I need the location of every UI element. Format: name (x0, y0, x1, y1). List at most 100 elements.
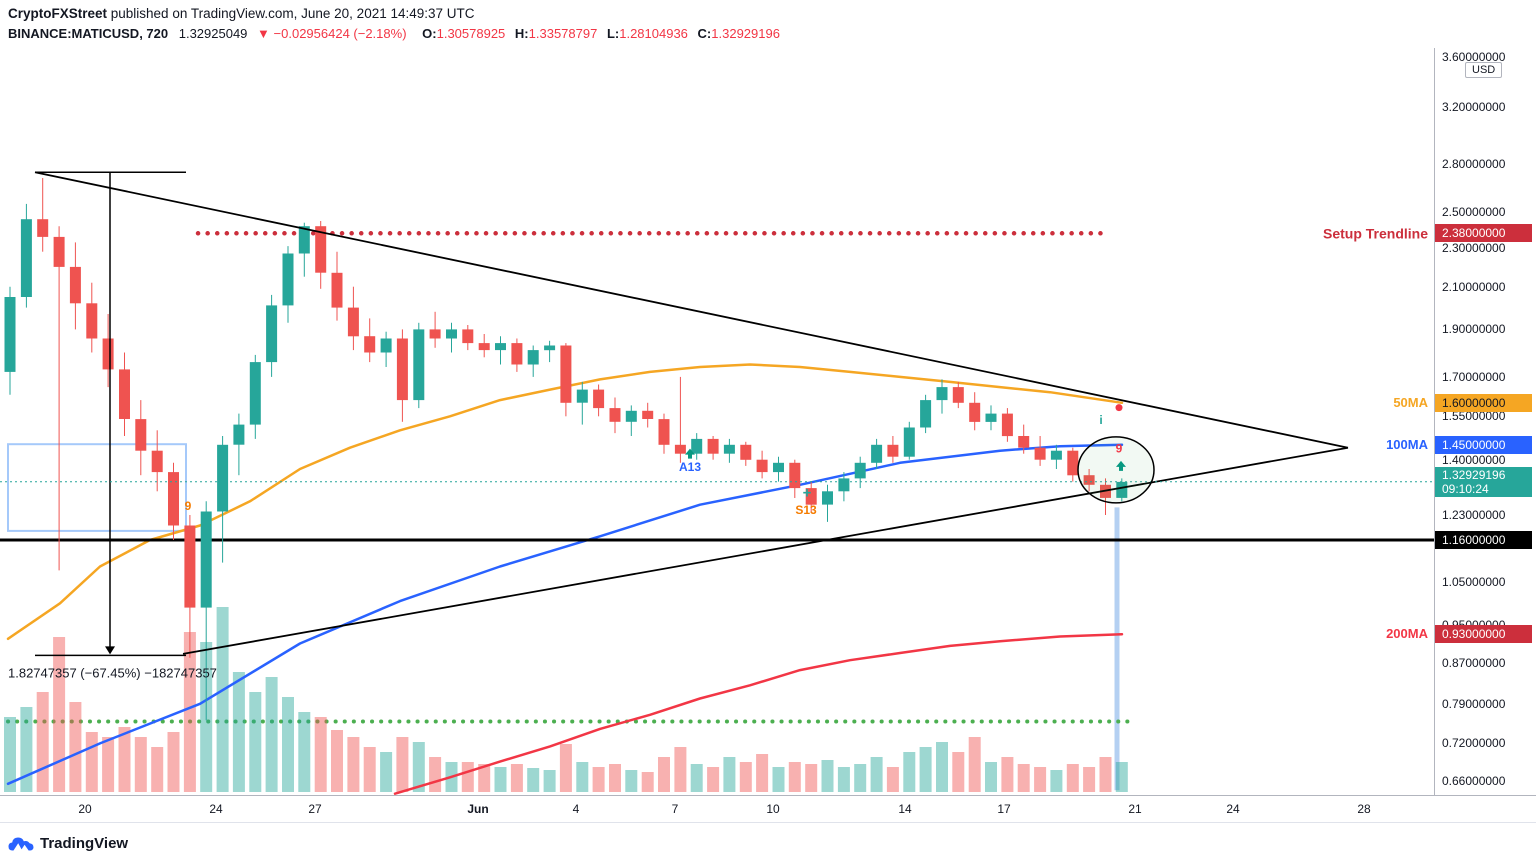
price-tick: 0.87000000 (1442, 656, 1506, 670)
measure-arrowhead-icon (105, 646, 115, 655)
candle-body (511, 343, 523, 365)
tradingview-brand[interactable]: TradingView (40, 835, 129, 852)
price-axis[interactable]: USD 3.60000000 3.20000000 2.80000000 2.50000… (1434, 48, 1536, 822)
price-tick: 1.55000000 (1442, 409, 1506, 423)
price-tick: 2.50000000 (1442, 205, 1506, 219)
close-value: 1.32929196 (711, 26, 780, 41)
candle-body (674, 444, 686, 454)
candle-body (298, 226, 310, 254)
candle-body (642, 410, 654, 419)
volume-bar (461, 762, 474, 792)
ascending-trendline[interactable] (182, 446, 1349, 655)
candle-body (200, 511, 212, 608)
time-tick: 10 (766, 802, 780, 816)
volume-bar (265, 677, 278, 792)
candle-body (495, 343, 506, 351)
volume-bar (282, 697, 294, 792)
time-axis[interactable]: 20 24 27 Jun 4 7 10 14 17 21 24 28 (0, 795, 1536, 822)
volume-bar (363, 747, 376, 792)
candle-body (1067, 450, 1079, 476)
volume-bar (854, 764, 867, 792)
candle-body (217, 444, 229, 512)
candle-body (936, 387, 948, 401)
candle-body (1083, 475, 1095, 485)
price-tick: 1.23000000 (1442, 508, 1506, 522)
time-tick: 21 (1128, 802, 1142, 816)
volume-bar (625, 770, 638, 792)
price-tick: 1.70000000 (1442, 370, 1506, 384)
time-tick: 4 (572, 802, 580, 816)
candle-body (805, 488, 817, 505)
candle-body (773, 462, 784, 473)
volume-bar (968, 737, 981, 792)
volume-bar (347, 737, 360, 792)
price-chart[interactable]: Setup Trendline 50MA 100MA 200MA 1.82747357 … (0, 48, 1434, 795)
candle-body (184, 525, 196, 608)
50ma-label: 50MA (1393, 395, 1428, 410)
volume-bar (118, 727, 131, 792)
candle-body (560, 345, 572, 403)
candle-body (282, 253, 294, 306)
volume-bar (985, 762, 997, 792)
volume-bar (1099, 757, 1112, 792)
200ma-line[interactable] (393, 632, 1124, 795)
volume-bar (609, 764, 621, 792)
signal-dot-icon (1115, 404, 1123, 412)
candle-body (723, 444, 735, 454)
highlight-ellipse[interactable] (1077, 436, 1155, 504)
candle-body (266, 305, 278, 363)
volume-bar (576, 762, 589, 792)
candle-body (1001, 413, 1013, 437)
100ma-label: 100MA (1386, 437, 1429, 452)
tradingview-logo-icon[interactable] (8, 835, 34, 852)
volume-bar (510, 764, 523, 792)
time-tick: 27 (308, 802, 322, 816)
time-tick: Jun (467, 802, 489, 816)
open-label: O: (422, 26, 437, 41)
volume-bar (952, 752, 965, 792)
symbol-title[interactable]: BINANCE:MATICUSD, 720 (8, 26, 169, 41)
buy-arrow-icon (1116, 460, 1126, 471)
volume-bar (183, 632, 196, 792)
volume-bar (837, 767, 850, 792)
volume-bar (805, 764, 818, 792)
price-tick: 2.80000000 (1442, 157, 1506, 171)
candle-body (707, 438, 719, 454)
price-badge-100ma: 1.45000000 (1435, 436, 1532, 454)
volume-bar (494, 767, 507, 792)
volume-bar (936, 742, 948, 792)
low-label: L: (606, 26, 620, 41)
descending-trendline[interactable] (34, 171, 1349, 449)
volume-bar (658, 757, 670, 792)
candle-body (920, 400, 932, 428)
close-label: C: (697, 26, 712, 41)
blue-range-box[interactable] (7, 443, 187, 532)
price-tick: 0.72000000 (1442, 736, 1506, 750)
candle-body (396, 338, 408, 401)
price-badge-level: 1.16000000 (1435, 531, 1532, 549)
candle-body (1034, 447, 1046, 460)
time-tick: 14 (898, 802, 912, 816)
candle-body (315, 226, 327, 273)
candle-body (413, 329, 425, 401)
100ma-line[interactable] (6, 443, 1124, 786)
candle-body (576, 389, 588, 403)
price-tick: 0.79000000 (1442, 697, 1506, 711)
candle-body (37, 219, 49, 237)
50ma-line[interactable] (6, 363, 1124, 641)
volume-bar (1001, 757, 1014, 792)
volume-bar (772, 767, 785, 792)
candle-body (609, 408, 621, 422)
candle-body (347, 307, 359, 337)
volume-bar (559, 744, 572, 792)
volume-bar (20, 707, 33, 792)
volume-bar (592, 767, 605, 792)
candle-body (364, 336, 376, 353)
volume-bar (1017, 764, 1030, 792)
volume-bar (739, 762, 752, 792)
chart-plot-area[interactable]: Setup Trendline 50MA 100MA 200MA 1.82747357 … (0, 48, 1434, 795)
time-tick: 17 (997, 802, 1011, 816)
bar-countdown: 09:10:24 (1442, 482, 1489, 496)
price-badge-200ma: 0.93000000 (1435, 625, 1532, 643)
candle-body (4, 297, 16, 372)
